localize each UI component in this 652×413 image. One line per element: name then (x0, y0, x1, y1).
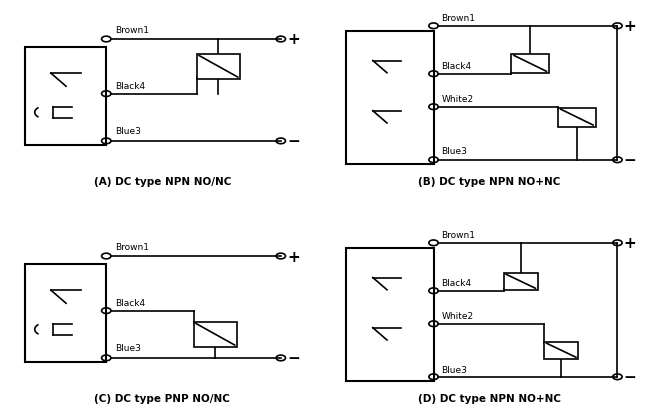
Text: +: + (287, 249, 300, 264)
Text: Brown1: Brown1 (115, 26, 149, 35)
Bar (194, 322, 237, 347)
Text: (B) DC type NPN NO+NC: (B) DC type NPN NO+NC (419, 177, 561, 187)
Text: (D) DC type NPN NO+NC: (D) DC type NPN NO+NC (418, 393, 561, 403)
Text: (C) DC type PNP NO/NC: (C) DC type PNP NO/NC (95, 393, 230, 403)
Text: (A) DC type NPN NO/NC: (A) DC type NPN NO/NC (94, 177, 231, 187)
Text: −: − (287, 351, 300, 366)
Bar (346, 32, 434, 164)
Text: +: + (287, 32, 300, 47)
Text: +: + (624, 236, 636, 251)
Text: +: + (624, 19, 636, 34)
Bar (558, 109, 596, 127)
Bar (511, 55, 549, 74)
Text: Black4: Black4 (115, 82, 146, 90)
Text: Brown1: Brown1 (115, 243, 149, 252)
Text: Blue3: Blue3 (115, 344, 141, 352)
Text: Brown1: Brown1 (441, 230, 475, 239)
Text: Blue3: Blue3 (115, 127, 141, 136)
Text: White2: White2 (441, 311, 473, 320)
Text: Brown1: Brown1 (441, 14, 475, 23)
Bar (25, 47, 106, 145)
Text: Black4: Black4 (441, 62, 471, 71)
Bar (25, 264, 106, 362)
Bar (503, 273, 538, 290)
Text: −: − (287, 134, 300, 149)
Bar (197, 55, 241, 79)
Bar (346, 249, 434, 381)
Text: Blue3: Blue3 (441, 147, 467, 156)
Text: Blue3: Blue3 (441, 365, 467, 374)
Text: −: − (624, 153, 636, 168)
Text: White2: White2 (441, 95, 473, 104)
Text: Black4: Black4 (115, 298, 146, 307)
Text: −: − (624, 369, 636, 385)
Bar (544, 342, 578, 359)
Text: Black4: Black4 (441, 279, 471, 287)
